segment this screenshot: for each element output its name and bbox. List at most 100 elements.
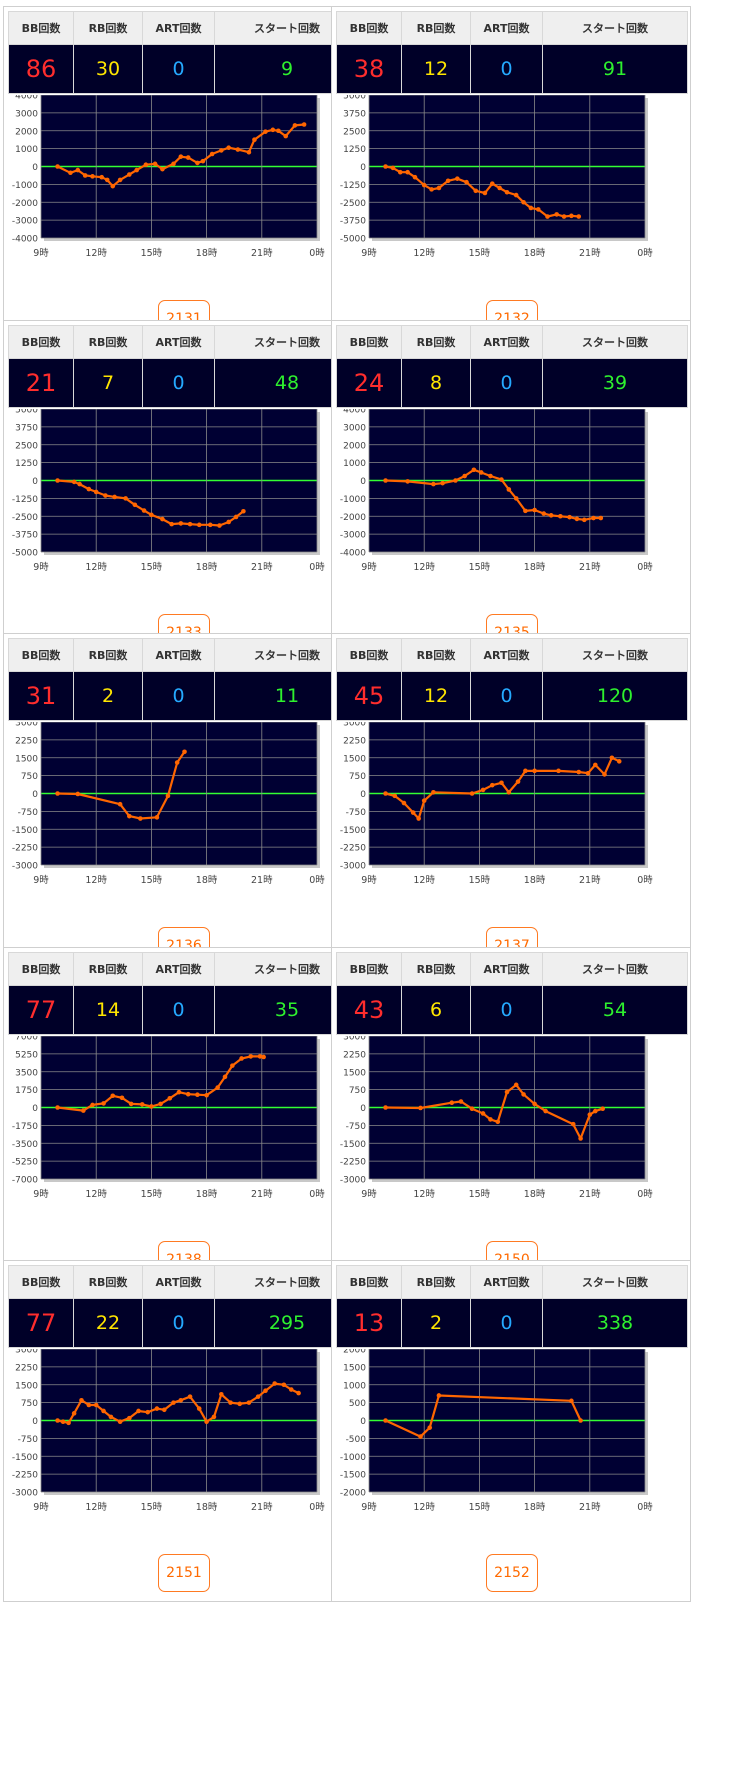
data-point <box>219 1391 224 1397</box>
bb-count: 21 <box>8 358 74 408</box>
y-tick-label: -1500 <box>12 826 38 836</box>
y-tick-label: -500 <box>346 1435 367 1445</box>
y-tick-label: -750 <box>18 1435 39 1445</box>
data-point <box>195 1092 200 1098</box>
data-point <box>497 185 502 191</box>
data-point <box>489 181 495 186</box>
x-tick-label: 21時 <box>579 1502 601 1513</box>
data-point <box>523 508 528 514</box>
data-point <box>228 1400 233 1405</box>
data-point <box>101 1101 106 1106</box>
data-point <box>196 522 202 528</box>
machine-number-button[interactable]: 2152 <box>486 1554 538 1592</box>
slump-chart: 2000 1500 1000 500 0 -500 -1000 -1500 -2000 9時 12時… <box>340 1349 653 1513</box>
data-point <box>233 514 239 520</box>
data-point <box>237 1401 243 1407</box>
x-tick-label: 12時 <box>85 562 107 573</box>
slump-chart: 5000 3750 2500 1250 0 -1250 -2500 -3750 -5000 9時 1… <box>12 409 325 573</box>
x-tick-label: 0時 <box>309 562 325 573</box>
data-point <box>160 166 165 172</box>
y-tick-label: -7000 <box>12 1176 38 1186</box>
x-tick-label: 15時 <box>141 1502 163 1513</box>
x-tick-label: 18時 <box>524 1502 546 1513</box>
x-tick-label: 9時 <box>361 1502 377 1513</box>
data-point <box>55 164 60 169</box>
data-point <box>196 1406 202 1411</box>
y-tick-label: -2000 <box>340 1489 366 1499</box>
rb-header: RB回数 <box>73 638 143 672</box>
data-point <box>185 155 191 160</box>
rb-count: 30 <box>73 44 143 94</box>
start-header: スタート回数 <box>542 1265 688 1299</box>
data-point <box>401 800 407 806</box>
data-point <box>239 1056 244 1061</box>
data-point <box>154 815 160 820</box>
data-point <box>178 521 184 526</box>
data-point <box>119 1095 125 1101</box>
data-point <box>226 145 231 151</box>
data-point <box>383 791 388 796</box>
data-point <box>495 1119 501 1125</box>
data-point <box>209 151 215 157</box>
data-point <box>117 1419 123 1424</box>
y-tick-label: -2250 <box>340 844 366 854</box>
bb-count: 43 <box>336 985 402 1035</box>
data-point <box>182 749 187 755</box>
data-point <box>567 514 572 520</box>
data-point <box>296 1390 301 1396</box>
stats-table: BB回数 RB回数 ART回数 スタート回数 77 14 0 35 <box>8 952 360 1035</box>
stats-table: BB回数 RB回数 ART回数 スタート回数 77 22 0 295 <box>8 1265 360 1348</box>
art-header: ART回数 <box>142 1265 215 1299</box>
data-point <box>504 189 510 195</box>
data-point <box>217 523 222 528</box>
x-tick-label: 15時 <box>469 875 491 886</box>
data-point <box>241 508 246 514</box>
art-count: 0 <box>470 1298 543 1348</box>
rb-header: RB回数 <box>73 11 143 45</box>
data-point <box>75 791 81 797</box>
y-tick-label: 750 <box>349 772 366 782</box>
data-point <box>174 760 180 765</box>
data-point <box>416 816 421 821</box>
y-tick-label: 1500 <box>343 1068 366 1078</box>
data-point <box>532 1101 537 1107</box>
data-point <box>263 1388 268 1394</box>
x-tick-label: 12時 <box>85 248 107 259</box>
data-point <box>252 137 257 142</box>
data-point <box>68 170 73 176</box>
data-point <box>504 1089 510 1095</box>
y-tick-label: -3000 <box>12 862 38 872</box>
data-point <box>127 1415 132 1421</box>
y-tick-label: 3000 <box>15 1349 38 1356</box>
art-count: 0 <box>470 671 543 721</box>
bb-count: 38 <box>336 44 402 94</box>
data-point <box>421 182 427 188</box>
x-tick-label: 18時 <box>196 1502 218 1513</box>
x-tick-label: 9時 <box>33 1189 49 1200</box>
stats-table: BB回数 RB回数 ART回数 スタート回数 31 2 0 11 <box>8 638 360 721</box>
y-tick-label: 0 <box>360 163 366 173</box>
x-tick-label: 15時 <box>469 1502 491 1513</box>
y-tick-label: 3000 <box>15 722 38 729</box>
art-count: 0 <box>142 1298 215 1348</box>
data-point <box>506 487 512 492</box>
data-point <box>200 158 206 164</box>
y-tick-label: -2000 <box>340 513 366 523</box>
data-point <box>81 1108 86 1113</box>
stats-table: BB回数 RB回数 ART回数 スタート回数 43 6 0 54 <box>336 952 688 1035</box>
data-point <box>418 1434 423 1439</box>
data-point <box>257 1054 263 1059</box>
y-tick-label: 2000 <box>343 1349 366 1356</box>
data-point <box>383 1105 388 1110</box>
y-tick-label: -4000 <box>340 549 366 559</box>
y-tick-label: 3750 <box>15 423 38 433</box>
slump-chart: 3000 2250 1500 750 0 -750 -1500 -2250 -3000 9時 12時… <box>340 1036 653 1200</box>
x-tick-label: 18時 <box>196 248 218 259</box>
data-point <box>187 521 193 527</box>
data-point <box>429 187 434 192</box>
data-point <box>489 782 495 788</box>
data-point <box>587 1112 593 1117</box>
machine-number-button[interactable]: 2151 <box>158 1554 210 1592</box>
data-point <box>79 1397 84 1403</box>
data-point <box>455 176 460 181</box>
